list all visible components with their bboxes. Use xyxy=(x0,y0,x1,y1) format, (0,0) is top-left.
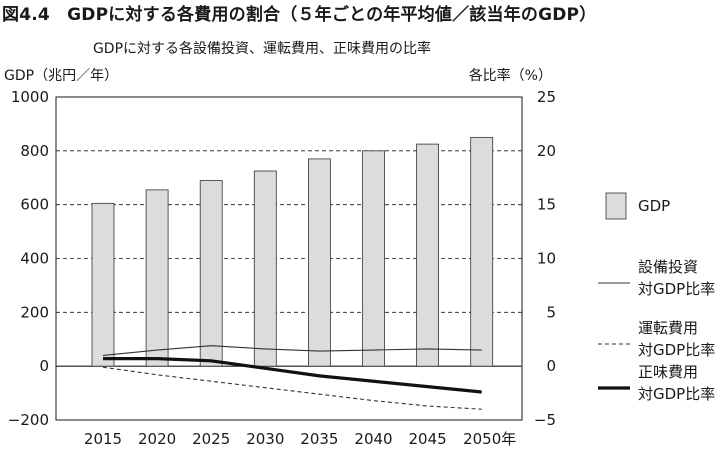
legend-label: GDP xyxy=(638,197,670,215)
plot-frame xyxy=(55,96,523,421)
left-tick-label: 0 xyxy=(39,357,49,375)
left-tick-label: 800 xyxy=(20,142,49,160)
legend-label: 運転費用 xyxy=(638,319,698,337)
grid-layer xyxy=(56,150,522,367)
bar-gdp xyxy=(416,143,440,367)
legend-label: 対GDP比率 xyxy=(638,280,715,298)
legend-label: 設備投資 xyxy=(638,258,698,276)
x-tick-label: 2025 xyxy=(192,430,230,448)
bar-gdp xyxy=(253,170,277,367)
right-axis-label: 各比率（%） xyxy=(469,67,552,84)
line-series-1 xyxy=(102,345,482,356)
right-tick-label: 0 xyxy=(546,357,556,375)
bar-layer xyxy=(91,136,494,367)
left-tick-label: 600 xyxy=(20,196,49,214)
bar-gdp xyxy=(470,136,494,367)
x-tick-label: 2050年 xyxy=(463,430,516,448)
legend-label: 対GDP比率 xyxy=(638,385,715,403)
left-tick-label: 1000 xyxy=(11,88,49,106)
line-layer xyxy=(102,345,482,410)
chart-subtitle: GDPに対する各設備投資、運転費用、正味費用の比率 xyxy=(93,40,431,57)
left-tick-label: 400 xyxy=(20,250,49,268)
bar-gdp xyxy=(362,150,385,367)
x-tick-label: 2035 xyxy=(300,430,338,448)
left-tick-label: 200 xyxy=(20,303,49,321)
x-tick-label: 2015 xyxy=(84,430,122,448)
bar-gdp xyxy=(199,180,223,367)
legend-swatch-bar xyxy=(605,192,627,220)
right-tick-label: 15 xyxy=(537,196,556,214)
x-tick-label: 2030 xyxy=(246,430,284,448)
right-tick-label: 25 xyxy=(537,88,556,106)
figure-title: 図4.4 GDPに対する各費用の割合（５年ごとの年平均値／該当年のGDP） xyxy=(2,5,597,25)
right-tick-label: 10 xyxy=(537,250,556,268)
bar-gdp xyxy=(307,158,331,367)
x-tick-label: 2040 xyxy=(354,430,392,448)
left-axis-label: GDP（兆円／年） xyxy=(4,68,118,84)
left-tick-label: −200 xyxy=(8,411,49,429)
right-tick-label: −5 xyxy=(534,411,556,429)
x-tick-label: 2045 xyxy=(409,430,447,448)
legend-label: 対GDP比率 xyxy=(638,341,715,359)
x-tick-label: 2020 xyxy=(138,430,176,448)
right-tick-label: 5 xyxy=(546,303,556,321)
legend-label: 正味費用 xyxy=(638,363,698,381)
bar-gdp xyxy=(91,202,115,367)
line-series-3 xyxy=(103,357,482,394)
right-tick-label: 20 xyxy=(537,142,556,160)
line-series-2 xyxy=(102,366,482,410)
bar-gdp xyxy=(145,189,169,367)
